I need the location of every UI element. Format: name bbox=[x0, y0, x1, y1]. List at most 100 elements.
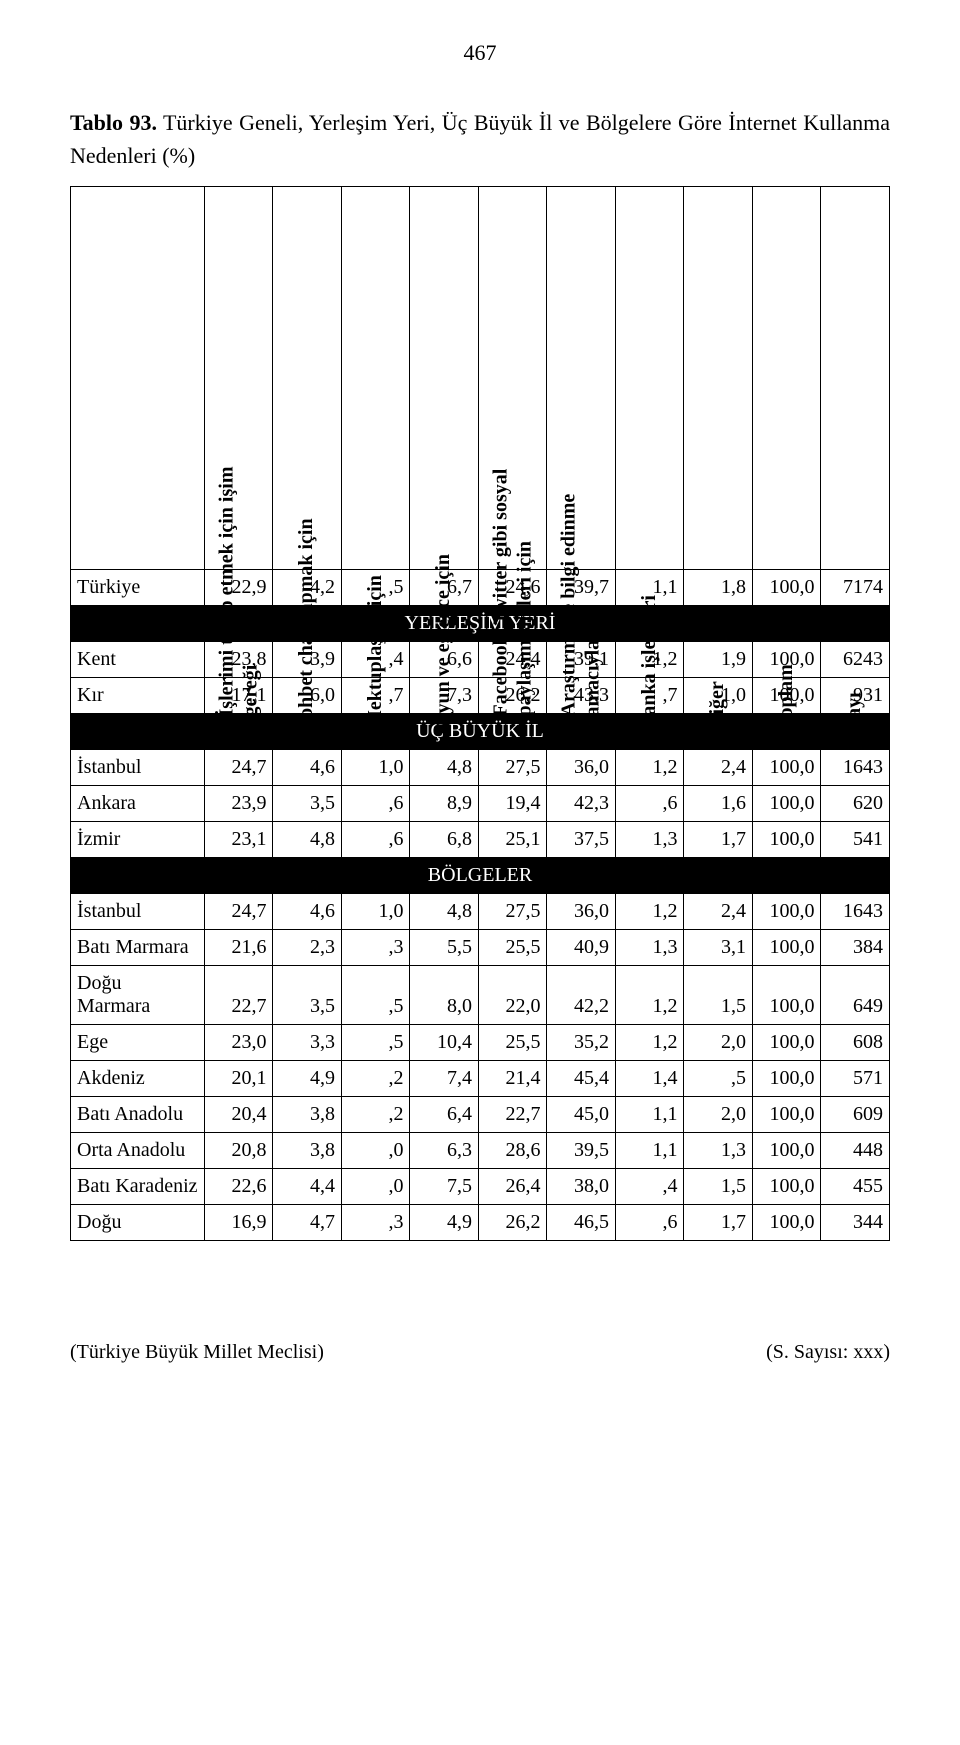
cell: ,2 bbox=[341, 1097, 410, 1133]
row-label: Doğu Marmara bbox=[71, 966, 205, 1025]
cell: ,3 bbox=[341, 1205, 410, 1241]
cell: 27,5 bbox=[478, 894, 547, 930]
cell: 39,5 bbox=[547, 1133, 616, 1169]
cell: 16,9 bbox=[204, 1205, 273, 1241]
table-caption: Tablo 93. Türkiye Geneli, Yerleşim Yeri,… bbox=[70, 106, 890, 172]
cell: 100,0 bbox=[752, 1061, 821, 1097]
cell: 25,5 bbox=[478, 1025, 547, 1061]
cell: ,5 bbox=[341, 1025, 410, 1061]
table-head: İşlerimi takip etmek için işimgereğiSohb… bbox=[71, 187, 890, 570]
cell: 22,0 bbox=[478, 966, 547, 1025]
cell: 4,8 bbox=[410, 750, 479, 786]
data-table: İşlerimi takip etmek için işimgereği Sohb… bbox=[70, 186, 890, 1241]
cell: 649 bbox=[821, 966, 890, 1025]
footer-right: (S. Sayısı: xxx) bbox=[766, 1341, 890, 1364]
cell: 100,0 bbox=[752, 894, 821, 930]
cell: 25,5 bbox=[478, 930, 547, 966]
row-label: İstanbul bbox=[71, 750, 205, 786]
row-label: Türkiye bbox=[71, 570, 205, 606]
cell: 100,0 bbox=[752, 750, 821, 786]
cell: 45,4 bbox=[547, 1061, 616, 1097]
cell: 384 bbox=[821, 930, 890, 966]
row-label: İzmir bbox=[71, 822, 205, 858]
cell: 1643 bbox=[821, 894, 890, 930]
cell: 6,8 bbox=[410, 822, 479, 858]
table-row: Orta Anadolu20,83,8,06,328,639,51,11,310… bbox=[71, 1133, 890, 1169]
cell: 23,1 bbox=[204, 822, 273, 858]
table-row: Kent23,83,9,46,624,439,11,21,9100,06243 bbox=[71, 642, 890, 678]
cell: 541 bbox=[821, 822, 890, 858]
col-header-text: Banka işlemleri bbox=[638, 595, 661, 729]
table-row: Doğu16,94,7,34,926,246,5,61,7100,0344 bbox=[71, 1205, 890, 1241]
cell: 2,0 bbox=[684, 1097, 753, 1133]
col-header-text: paylaşım siteleri için bbox=[512, 662, 536, 717]
table-caption-label: Tablo 93. bbox=[70, 110, 157, 135]
header-empty bbox=[71, 187, 205, 570]
cell: 1,1 bbox=[615, 1133, 684, 1169]
cell: ,6 bbox=[615, 1205, 684, 1241]
cell: 571 bbox=[821, 1061, 890, 1097]
table-row: Ege23,03,3,510,425,535,21,22,0100,0608 bbox=[71, 1025, 890, 1061]
cell: 21,6 bbox=[204, 930, 273, 966]
table-row: Doğu Marmara22,73,5,58,022,042,21,21,510… bbox=[71, 966, 890, 1025]
col-header-c3: Mektuplaşma için bbox=[341, 187, 410, 570]
cell: 1,3 bbox=[615, 930, 684, 966]
col-header-c7: Banka işlemleri bbox=[615, 187, 684, 570]
cell: 7,5 bbox=[410, 1169, 479, 1205]
cell: 1,5 bbox=[684, 966, 753, 1025]
cell: 8,0 bbox=[410, 966, 479, 1025]
col-header-text: Toplam bbox=[775, 664, 798, 729]
cell: 22,7 bbox=[478, 1097, 547, 1133]
cell: 1,2 bbox=[615, 1025, 684, 1061]
table-row: Kır17,16,0,77,326,243,3,71,0100,0931 bbox=[71, 678, 890, 714]
cell: 3,8 bbox=[273, 1133, 342, 1169]
cell: 1,9 bbox=[684, 642, 753, 678]
col-header-text: Oyun ve eğlence için bbox=[432, 554, 455, 729]
col-header-text: Facebook, Twitter gibi sosyal bbox=[488, 662, 512, 717]
cell: 1,2 bbox=[615, 966, 684, 1025]
col-header-c4: Oyun ve eğlence için bbox=[410, 187, 479, 570]
cell: 1,3 bbox=[684, 1133, 753, 1169]
cell: 1,6 bbox=[684, 786, 753, 822]
row-label: Ege bbox=[71, 1025, 205, 1061]
footer: (Türkiye Büyük Millet Meclisi) (S. Sayıs… bbox=[70, 1341, 890, 1364]
cell: 42,2 bbox=[547, 966, 616, 1025]
cell: ,5 bbox=[684, 1061, 753, 1097]
cell: 20,8 bbox=[204, 1133, 273, 1169]
cell: 4,8 bbox=[273, 822, 342, 858]
cell: 1,4 bbox=[615, 1061, 684, 1097]
cell: 100,0 bbox=[752, 786, 821, 822]
col-header-text: Sohbet chat yapmak için bbox=[295, 518, 318, 729]
table-body: Türkiye22,94,2,56,724,639,71,11,8100,071… bbox=[71, 570, 890, 1241]
cell: 100,0 bbox=[752, 1133, 821, 1169]
cell: ,0 bbox=[341, 1133, 410, 1169]
col-header-text: Araştırma ve bilgi edinme bbox=[557, 662, 581, 717]
cell: 4,4 bbox=[273, 1169, 342, 1205]
col-header-text: gereği bbox=[238, 662, 262, 717]
cell: 100,0 bbox=[752, 1205, 821, 1241]
table-row: İstanbul24,74,61,04,827,536,01,22,4100,0… bbox=[71, 750, 890, 786]
row-label: Batı Anadolu bbox=[71, 1097, 205, 1133]
cell: 21,4 bbox=[478, 1061, 547, 1097]
cell: 8,9 bbox=[410, 786, 479, 822]
cell: 1,2 bbox=[615, 894, 684, 930]
cell: 27,5 bbox=[478, 750, 547, 786]
cell: 455 bbox=[821, 1169, 890, 1205]
cell: 6243 bbox=[821, 642, 890, 678]
cell: 100,0 bbox=[752, 1097, 821, 1133]
row-label: Kent bbox=[71, 642, 205, 678]
cell: 608 bbox=[821, 1025, 890, 1061]
table-row: İstanbul24,74,61,04,827,536,01,22,4100,0… bbox=[71, 894, 890, 930]
col-header-c5: Facebook, Twitter gibi sosyalpaylaşım si… bbox=[478, 187, 547, 570]
cell: ,0 bbox=[341, 1169, 410, 1205]
row-label: Batı Karadeniz bbox=[71, 1169, 205, 1205]
cell: 6,4 bbox=[410, 1097, 479, 1133]
cell: 4,6 bbox=[273, 894, 342, 930]
cell: 1,0 bbox=[341, 894, 410, 930]
cell: 24,7 bbox=[204, 894, 273, 930]
col-header-text: İşlerimi takip etmek için işim bbox=[214, 662, 238, 717]
cell: 448 bbox=[821, 1133, 890, 1169]
col-header-c6: Araştırma ve bilgi edinmeamacıyla bbox=[547, 187, 616, 570]
header-row: İşlerimi takip etmek için işimgereğiSohb… bbox=[71, 187, 890, 570]
cell: 1,2 bbox=[615, 750, 684, 786]
